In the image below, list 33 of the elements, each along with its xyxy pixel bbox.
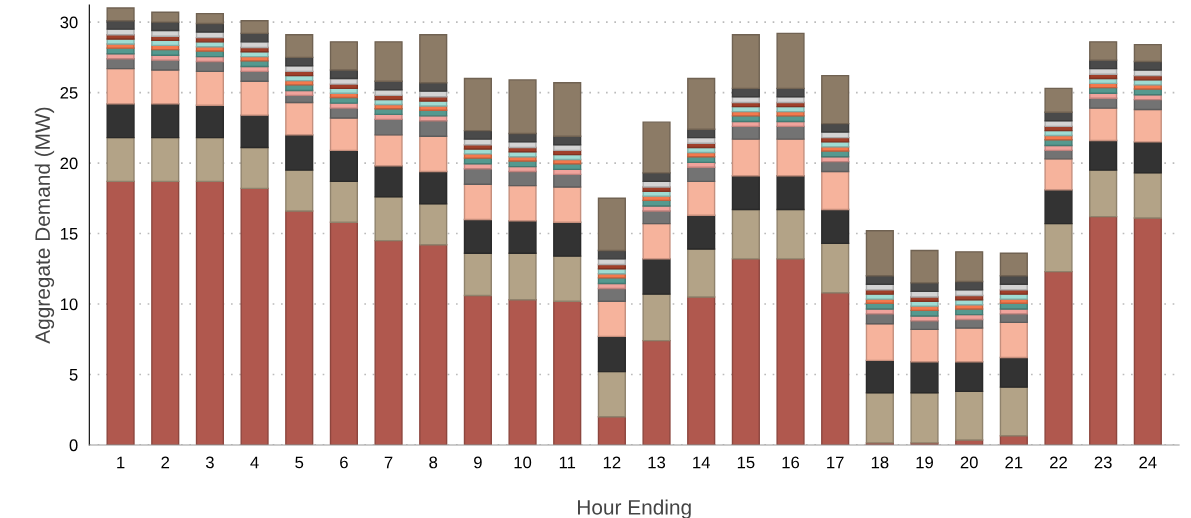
y-axis-title: Aggregate Demand (MW) (34, 107, 55, 344)
y-tick-label: 10 (60, 298, 78, 311)
x-tick-label: 14 (693, 456, 710, 469)
x-tick-label: 20 (960, 456, 978, 469)
x-tick-label: 2 (161, 456, 170, 469)
x-tick-label: 24 (1139, 456, 1157, 469)
x-tick-label: 13 (648, 456, 666, 469)
y-tick-label: 5 (69, 369, 78, 381)
x-tick-label: 6 (340, 456, 348, 469)
x-axis-title: Hour Ending (578, 499, 691, 518)
x-tick-label: 12 (603, 456, 621, 469)
x-tick-label: 23 (1094, 456, 1112, 469)
x-tick-label: 5 (295, 456, 304, 469)
y-tick-label: 30 (60, 16, 78, 29)
y-tick-label: 25 (60, 86, 78, 99)
x-tick-label: 8 (429, 456, 438, 469)
y-tick-label: 15 (60, 228, 78, 240)
x-tick-label: 7 (384, 456, 393, 469)
x-tick-label: 1 (117, 456, 125, 469)
x-tick-label: 10 (514, 456, 532, 469)
x-tick-label: 22 (1050, 456, 1067, 469)
x-tick-label: 4 (250, 456, 259, 469)
x-tick-label: 3 (205, 456, 214, 469)
x-tick-label: 11 (559, 456, 576, 469)
x-tick-label: 21 (1005, 456, 1023, 469)
x-tick-label: 19 (916, 456, 933, 469)
y-tick-label: 0 (69, 439, 78, 452)
x-tick-label: 9 (474, 456, 482, 469)
x-tick-label: 15 (737, 456, 755, 469)
x-tick-label: 17 (827, 456, 844, 469)
y-tick-label: 20 (60, 157, 78, 170)
x-tick-label: 18 (871, 456, 889, 469)
x-tick-label: 16 (782, 456, 800, 469)
